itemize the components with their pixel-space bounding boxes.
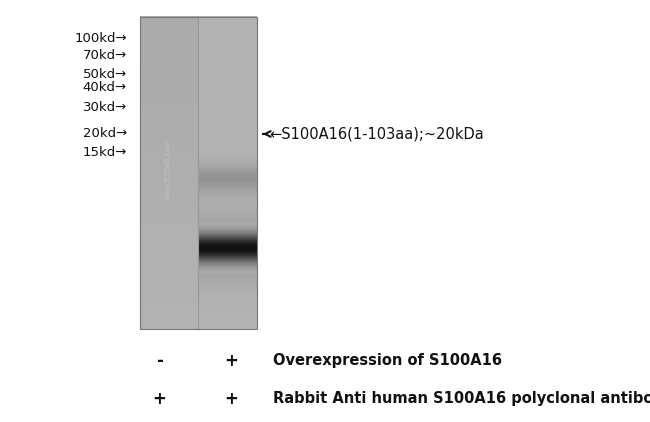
- Bar: [140, 17, 257, 329]
- Text: Overexpression of S100A16: Overexpression of S100A16: [273, 353, 502, 368]
- Text: www.PTGAB.com: www.PTGAB.com: [164, 139, 170, 199]
- Text: 50kd→: 50kd→: [83, 68, 127, 81]
- Text: 70kd→: 70kd→: [83, 49, 127, 62]
- Text: 30kd→: 30kd→: [83, 101, 127, 114]
- Text: +: +: [224, 390, 238, 408]
- Text: ←S100A16(1-103aa);~20kDa: ←S100A16(1-103aa);~20kDa: [270, 127, 484, 141]
- Text: +: +: [152, 390, 166, 408]
- Text: +: +: [224, 352, 238, 370]
- Text: 20kd→: 20kd→: [83, 127, 127, 141]
- Text: Rabbit Anti human S100A16 polyclonal antibody: Rabbit Anti human S100A16 polyclonal ant…: [273, 391, 650, 406]
- Text: -: -: [156, 352, 162, 370]
- Text: 15kd→: 15kd→: [83, 146, 127, 159]
- Text: 100kd→: 100kd→: [74, 32, 127, 45]
- Text: 40kd→: 40kd→: [83, 81, 127, 94]
